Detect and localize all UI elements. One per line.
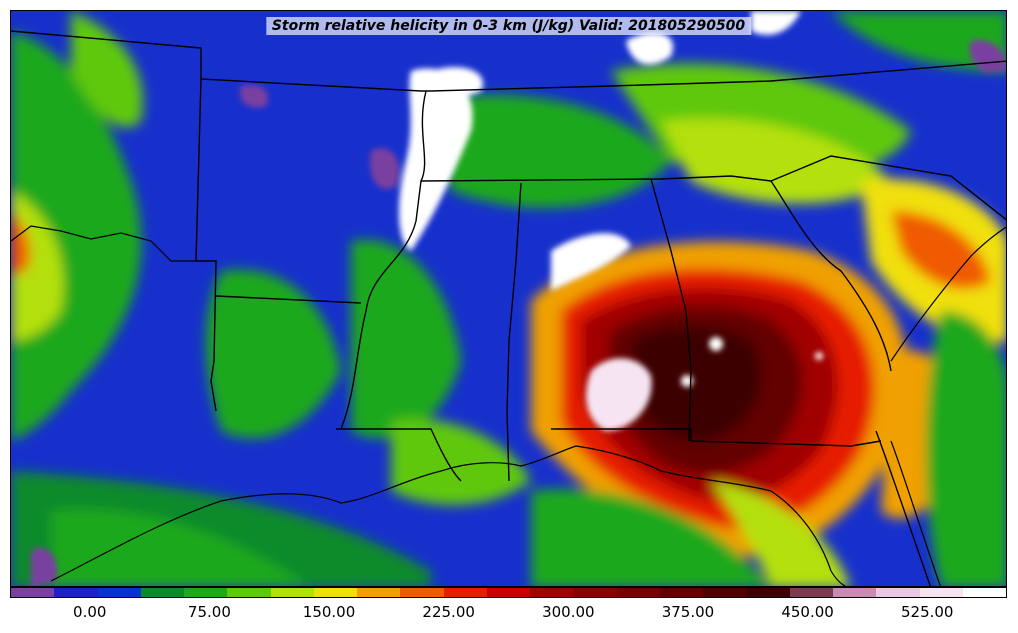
colorbar-swatch [400,588,444,597]
colorbar-swatch [616,588,660,597]
helicity-map [11,11,1006,586]
colorbar-swatch [919,588,963,597]
colorbar-tick-label: 75.00 [187,603,231,621]
colorbar-swatch [876,588,920,597]
colorbar-swatch [703,588,747,597]
coastline [11,225,1006,586]
colorbar-swatch [227,588,271,597]
colorbar-swatch [313,588,358,597]
colorbar-swatch [486,588,531,597]
colorbar-swatch [270,588,314,597]
colorbar-swatch [11,588,55,597]
colorbar-tick-label: 450.00 [781,603,834,621]
colorbar [10,587,1007,598]
map-panel: Storm relative helicity in 0-3 km (J/kg)… [10,10,1007,587]
colorbar-swatch [659,588,704,597]
colorbar-swatch [184,588,228,597]
colorbar-swatch [962,588,1007,597]
colorbar-swatch [54,588,98,597]
colorbar-swatch [97,588,141,597]
colorbar-swatch [140,588,185,597]
colorbar-swatch [833,588,877,597]
colorbar-swatch [443,588,487,597]
state-boundaries [11,30,1006,586]
colorbar-ticks: 0.00 75.00 150.00 225.00 300.00 375.00 450.00 5… [10,603,1007,623]
colorbar-tick-label: 0.00 [73,603,107,621]
colorbar-swatch [789,588,834,597]
colorbar-swatch [357,588,401,597]
colorbar-tick-label: 150.00 [302,603,356,621]
colorbar-tick-label: 225.00 [422,603,475,621]
colorbar-tick-label: 525.00 [900,603,954,621]
colorbar-swatch [746,588,790,597]
colorbar-swatch [530,588,574,597]
colorbar-tick-label: 375.00 [661,603,715,621]
colorbar-tick-label: 300.00 [542,603,595,621]
colorbar-swatch [573,588,617,597]
map-title: Storm relative helicity in 0-3 km (J/kg)… [265,17,752,35]
